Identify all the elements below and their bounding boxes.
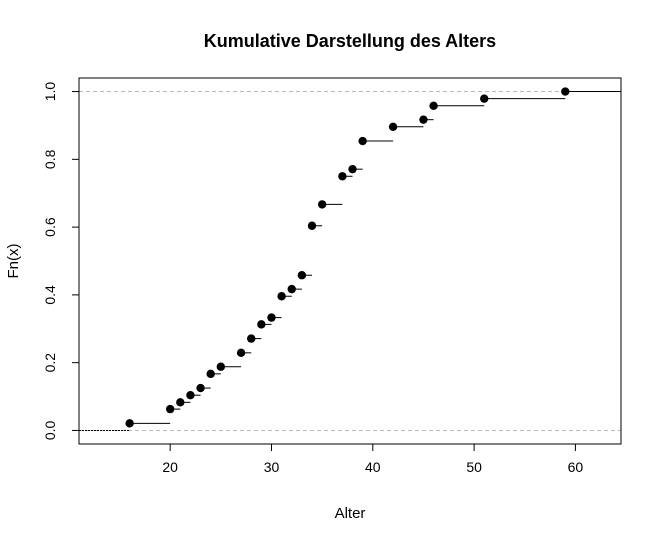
x-tick-label-4: 60 (568, 459, 584, 475)
chart-title: Kumulative Darstellung des Alters (204, 31, 496, 51)
data-point-10 (267, 313, 276, 322)
data-point-16 (338, 172, 347, 181)
data-point-22 (480, 94, 489, 103)
data-point-2 (176, 398, 185, 407)
data-point-17 (348, 164, 357, 174)
data-point-3 (186, 391, 195, 400)
step-segments (79, 91, 621, 431)
data-point-23 (561, 87, 570, 96)
data-point-5 (206, 369, 215, 379)
y-tick-label-1: 0.2 (42, 353, 58, 373)
data-point-15 (317, 200, 327, 209)
data-point-7 (236, 348, 246, 358)
data-point-20 (419, 115, 428, 124)
reference-lines (79, 91, 621, 431)
data-point-0 (125, 419, 134, 428)
data-point-21 (429, 101, 438, 110)
y-tick-label-2: 0.4 (42, 285, 58, 305)
y-tick-label-4: 0.8 (42, 149, 58, 169)
x-axis-label: Alter (335, 505, 366, 522)
x-tick-label-2: 40 (365, 459, 381, 475)
x-tick-label-3: 50 (466, 459, 482, 475)
data-point-13 (297, 271, 307, 280)
x-tick-label-1: 30 (264, 459, 280, 475)
plot-frame (78, 77, 622, 445)
y-tick-label-5: 1.0 (42, 82, 58, 102)
x-axis: 20 30 40 50 60 (162, 444, 583, 475)
data-point-18 (358, 136, 367, 146)
data-points (125, 87, 570, 428)
data-point-4 (196, 383, 205, 393)
data-point-14 (307, 221, 317, 230)
y-axis: 0.0 0.2 0.4 0.6 0.8 1.0 (42, 82, 79, 441)
x-tick-label-0: 20 (162, 459, 178, 475)
y-tick-label-0: 0.0 (42, 421, 58, 441)
data-point-19 (388, 122, 398, 131)
data-point-6 (216, 362, 226, 371)
data-point-9 (257, 320, 266, 329)
y-axis-label: Fn(x) (5, 244, 22, 279)
data-point-1 (165, 404, 175, 414)
data-point-8 (247, 334, 256, 343)
data-point-11 (277, 292, 286, 301)
data-point-12 (287, 284, 296, 294)
y-tick-label-3: 0.6 (42, 217, 58, 237)
